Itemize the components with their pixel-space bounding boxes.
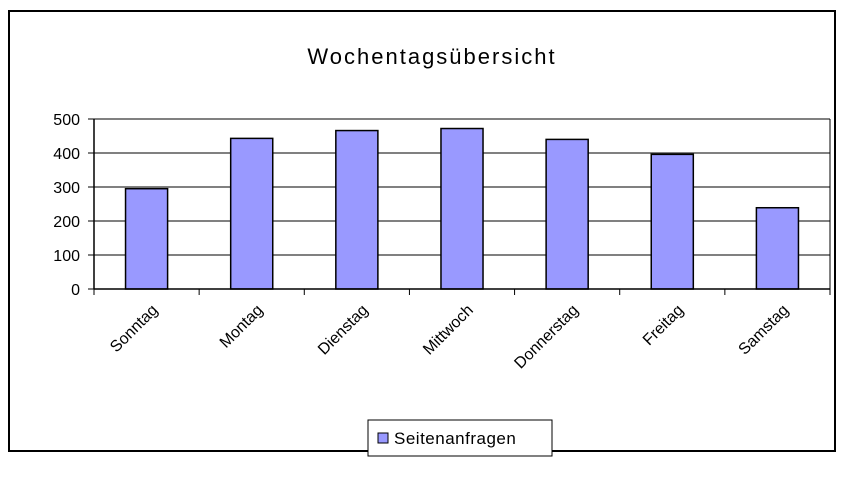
bars xyxy=(124,127,800,290)
y-tick-label: 100 xyxy=(53,248,80,265)
legend: Seitenanfragen xyxy=(367,419,553,457)
bar-montag xyxy=(229,137,274,290)
chart-title: Wochentagsübersicht xyxy=(307,44,556,69)
axes xyxy=(88,118,831,295)
y-tick-label: 200 xyxy=(53,214,80,231)
x-tick-label: Dienstag xyxy=(315,302,372,359)
bar-mittwoch xyxy=(440,127,484,290)
legend-swatch xyxy=(377,432,389,444)
chart-canvas: Wochentagsübersicht 0 100 200 300 400 500 Son… xyxy=(53,44,831,457)
bar-sonntag xyxy=(124,187,169,290)
bar-freitag xyxy=(650,153,695,290)
x-tick-label: Sonntag xyxy=(107,302,161,356)
x-tick-label: Samstag xyxy=(736,302,793,359)
bar-dienstag xyxy=(335,129,379,290)
legend-box xyxy=(367,419,553,457)
x-tick-label: Montag xyxy=(217,302,267,352)
x-tick-labels: Sonntag Montag Dienstag Mittwoch Donnerstag F… xyxy=(107,302,792,373)
y-tick-label: 0 xyxy=(71,282,80,299)
x-tick-label: Donnerstag xyxy=(511,302,582,373)
y-tick-label: 400 xyxy=(53,146,80,163)
x-tick-label: Mittwoch xyxy=(420,302,477,359)
y-tick-label: 500 xyxy=(53,112,80,129)
x-tick-label: Freitag xyxy=(640,302,687,349)
bar-donnerstag xyxy=(545,138,589,290)
bar-samstag xyxy=(755,206,800,290)
legend-label: Seitenanfragen xyxy=(394,429,516,448)
chart-frame: Wochentagsübersicht 0 100 200 300 400 500 Son… xyxy=(8,10,836,457)
y-tick-label: 300 xyxy=(53,180,80,197)
y-tick-labels: 0 100 200 300 400 500 xyxy=(53,112,80,299)
